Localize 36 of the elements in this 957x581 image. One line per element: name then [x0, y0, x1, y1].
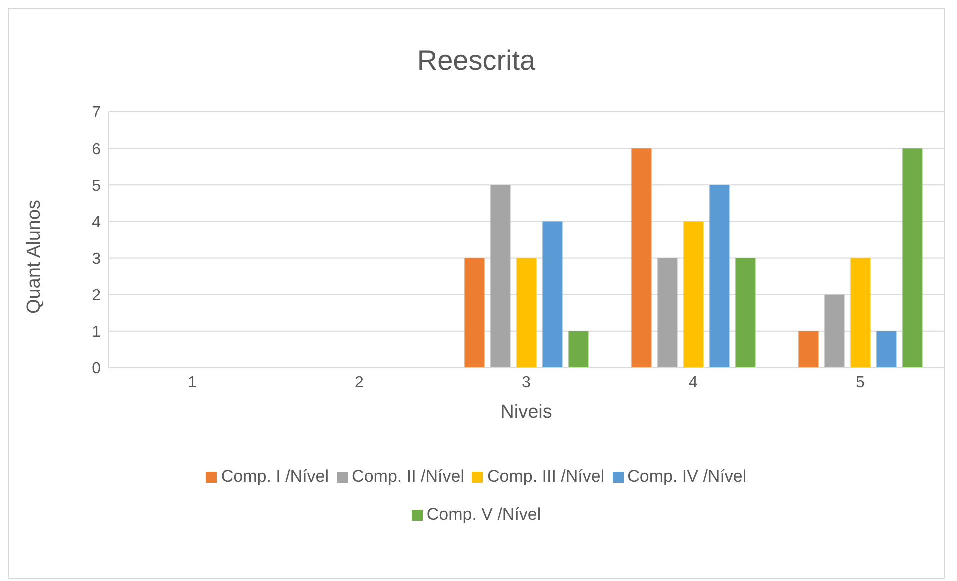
bar	[490, 185, 511, 368]
y-tick-label: 3	[92, 250, 102, 268]
x-tick-label: 3	[522, 374, 532, 392]
bar	[736, 258, 756, 368]
bar	[464, 258, 485, 368]
y-tick-label: 5	[92, 178, 102, 195]
y-axis-title: Quant Alunos	[24, 200, 46, 314]
chart-title: Reescrita	[416, 45, 537, 78]
bar	[824, 294, 845, 368]
bar	[902, 148, 923, 368]
x-tick-label: 4	[689, 374, 698, 392]
bar	[876, 331, 897, 368]
bar	[568, 331, 589, 368]
bar	[850, 258, 871, 368]
x-tick-label: 5	[856, 374, 866, 392]
bar	[542, 222, 563, 368]
y-tick-label: 1	[92, 324, 102, 342]
legend-label: Comp. IV /Nível	[628, 467, 747, 487]
legend-label: Comp. V /Nível	[426, 505, 542, 525]
y-tick-label: 2	[92, 288, 102, 305]
bar	[658, 258, 678, 368]
bar	[632, 148, 652, 368]
y-tick-label: 4	[92, 214, 102, 232]
legend-label: Comp. II /Nível	[352, 467, 464, 487]
bar	[516, 258, 537, 368]
y-tick-label: 6	[92, 141, 102, 158]
bar	[710, 185, 730, 368]
legend-label: Comp. I /Nível	[221, 467, 330, 487]
y-tick-label: 7	[92, 104, 102, 122]
x-axis-title: Niveis	[500, 402, 554, 424]
y-tick-label: 0	[92, 360, 102, 378]
x-tick-label: 2	[355, 374, 364, 392]
bar	[684, 222, 704, 368]
legend-label: Comp. III /Nível	[487, 467, 605, 487]
bar	[798, 331, 819, 368]
x-tick-label: 1	[188, 374, 198, 392]
